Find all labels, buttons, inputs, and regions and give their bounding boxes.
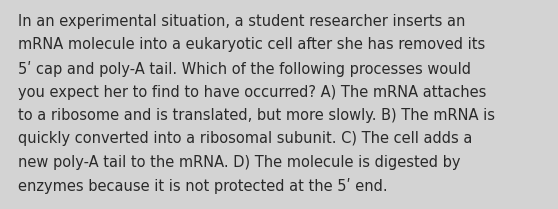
Text: mRNA molecule into a eukaryotic cell after she has removed its: mRNA molecule into a eukaryotic cell aft… xyxy=(18,37,485,52)
Text: to a ribosome and is translated, but more slowly. B) The mRNA is: to a ribosome and is translated, but mor… xyxy=(18,108,495,123)
Text: enzymes because it is not protected at the 5ʹ end.: enzymes because it is not protected at t… xyxy=(18,178,388,195)
Text: 5ʹ cap and poly-A tail. Which of the following processes would: 5ʹ cap and poly-A tail. Which of the fol… xyxy=(18,61,471,77)
Text: you expect her to find to have occurred? A) The mRNA attaches: you expect her to find to have occurred?… xyxy=(18,84,487,99)
Text: quickly converted into a ribosomal subunit. C) The cell adds a: quickly converted into a ribosomal subun… xyxy=(18,131,473,147)
Text: In an experimental situation, a student researcher inserts an: In an experimental situation, a student … xyxy=(18,14,465,29)
Text: new poly-A tail to the mRNA. D) The molecule is digested by: new poly-A tail to the mRNA. D) The mole… xyxy=(18,155,460,170)
